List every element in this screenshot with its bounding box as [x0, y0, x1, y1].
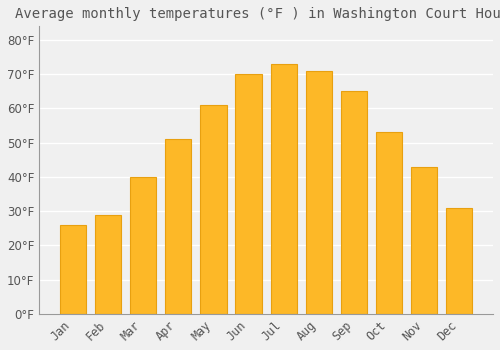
Bar	[340, 91, 367, 314]
Title: Average monthly temperatures (°F ) in Washington Court House: Average monthly temperatures (°F ) in Wa…	[15, 7, 500, 21]
Bar	[95, 215, 122, 314]
Bar	[411, 167, 438, 314]
Bar	[200, 105, 226, 314]
Bar	[130, 177, 156, 314]
Bar	[236, 74, 262, 314]
Bar	[60, 225, 86, 314]
Bar	[446, 208, 472, 314]
Bar	[270, 64, 297, 314]
Bar	[165, 139, 192, 314]
Bar	[306, 71, 332, 314]
Bar	[376, 132, 402, 314]
